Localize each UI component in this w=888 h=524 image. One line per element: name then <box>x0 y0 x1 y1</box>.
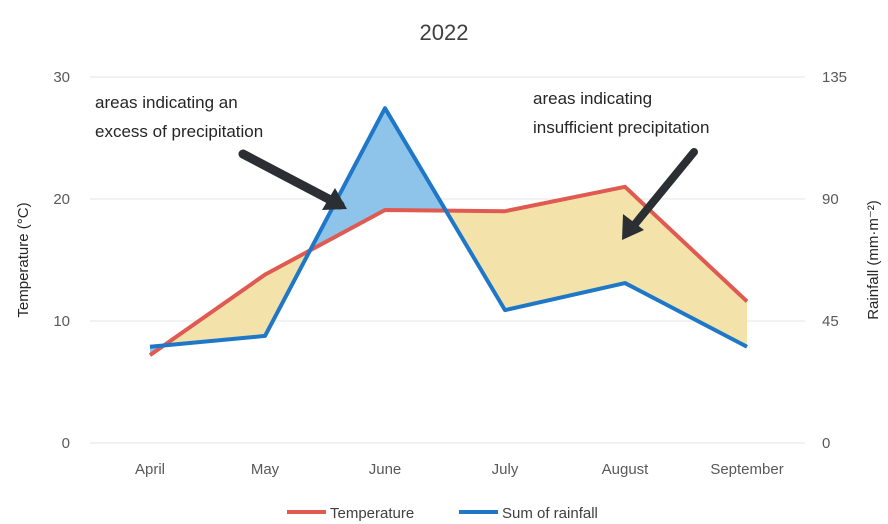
x-tick-label: May <box>251 461 280 478</box>
right-tick-label: 45 <box>822 313 839 330</box>
legend-rainfall-label: Sum of rainfall <box>502 505 598 522</box>
left-tick-label: 20 <box>53 191 70 208</box>
annotation-excess-arrow-head <box>322 188 347 210</box>
right-axis-label: Rainfall (mm·m⁻²) <box>865 200 882 320</box>
annotation-excess-line-2: excess of precipitation <box>95 122 263 141</box>
right-axis-ticks: 0 45 90 135 <box>822 69 847 452</box>
annotation-insufficient-line-1: areas indicating <box>533 89 652 108</box>
rainfall-line <box>149 106 748 349</box>
annotation-excess-line-1: areas indicating an <box>95 93 238 112</box>
legend: Temperature Sum of rainfall <box>287 505 598 522</box>
precipitation-fill-areas <box>150 108 747 356</box>
right-tick-label: 0 <box>822 435 830 452</box>
left-tick-label: 30 <box>53 69 70 86</box>
x-tick-label: September <box>710 461 783 478</box>
annotation-insufficient-arrow <box>627 148 698 233</box>
annotation-insufficient-line-2: insufficient precipitation <box>533 118 709 137</box>
chart-title: 2022 <box>420 20 469 45</box>
x-tick-label: July <box>492 461 519 478</box>
x-axis-ticks: April May June July August September <box>135 461 784 478</box>
insufficient-fill <box>625 186 747 347</box>
left-tick-label: 10 <box>53 313 70 330</box>
annotation-insufficient-arrow-head <box>622 214 644 240</box>
x-tick-label: June <box>369 461 402 478</box>
right-tick-label: 135 <box>822 69 847 86</box>
insufficient-fill <box>505 186 625 311</box>
right-tick-label: 90 <box>822 191 839 208</box>
left-axis-label: Temperature (°C) <box>15 202 32 317</box>
left-axis-ticks: 0 10 20 30 <box>53 69 70 452</box>
legend-temperature-label: Temperature <box>330 505 414 522</box>
annotation-excess: areas indicating an excess of precipitat… <box>95 93 347 210</box>
annotation-insufficient: areas indicating insufficient precipitat… <box>533 89 709 240</box>
x-tick-label: August <box>602 461 650 478</box>
x-tick-label: April <box>135 461 165 478</box>
annotation-excess-arrow <box>238 149 345 210</box>
left-tick-label: 0 <box>62 435 70 452</box>
